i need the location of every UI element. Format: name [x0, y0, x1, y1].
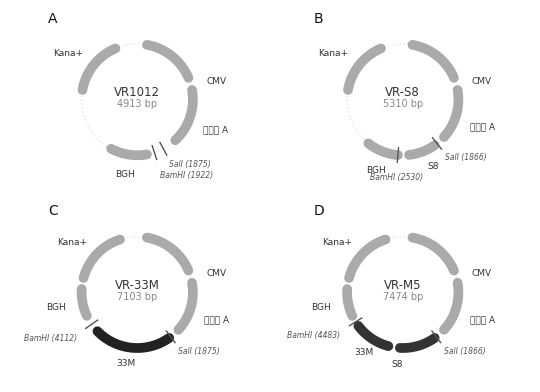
Text: BamHI (4483): BamHI (4483) [287, 331, 341, 340]
Text: Kana+: Kana+ [318, 49, 348, 58]
Text: VR-33M: VR-33M [115, 279, 160, 292]
Text: S8: S8 [427, 162, 438, 171]
Text: CMV: CMV [471, 269, 491, 278]
Text: 4913 bp: 4913 bp [117, 99, 157, 109]
Text: S8: S8 [391, 360, 403, 369]
Text: 内含子 A: 内含子 A [204, 315, 230, 324]
Text: 内含子 A: 内含子 A [203, 126, 228, 135]
Text: SalI (1875): SalI (1875) [178, 347, 220, 356]
Text: 7474 bp: 7474 bp [382, 292, 423, 302]
Text: 内含子 A: 内含子 A [470, 122, 495, 131]
Text: 内含子 A: 内含子 A [470, 315, 495, 324]
Text: SalI (1866): SalI (1866) [443, 347, 485, 356]
Text: VR-M5: VR-M5 [384, 279, 422, 292]
Text: B: B [314, 12, 323, 26]
Text: BGH: BGH [311, 303, 331, 312]
Text: 5310 bp: 5310 bp [383, 99, 423, 109]
Text: BGH: BGH [46, 303, 65, 312]
Text: Kana+: Kana+ [322, 238, 353, 247]
Text: BGH: BGH [366, 166, 386, 175]
Text: CMV: CMV [471, 77, 491, 86]
Text: BamHI (2530): BamHI (2530) [370, 173, 423, 182]
Text: SalI (1866): SalI (1866) [444, 153, 487, 162]
Text: D: D [314, 205, 325, 218]
Text: SalI (1875): SalI (1875) [169, 160, 211, 169]
Text: VR1012: VR1012 [114, 86, 160, 99]
Text: VR-S8: VR-S8 [386, 86, 420, 99]
Text: 33M: 33M [116, 359, 135, 368]
Text: BamHI (1922): BamHI (1922) [160, 171, 214, 180]
Text: BGH: BGH [115, 170, 135, 179]
Text: CMV: CMV [206, 269, 226, 278]
Text: Kana+: Kana+ [57, 238, 87, 247]
Text: 33M: 33M [354, 348, 374, 357]
Text: CMV: CMV [206, 77, 226, 86]
Text: Kana+: Kana+ [53, 49, 83, 58]
Text: A: A [48, 12, 58, 26]
Text: C: C [48, 205, 58, 218]
Text: 7103 bp: 7103 bp [117, 292, 157, 302]
Text: BamHI (4112): BamHI (4112) [24, 334, 77, 343]
